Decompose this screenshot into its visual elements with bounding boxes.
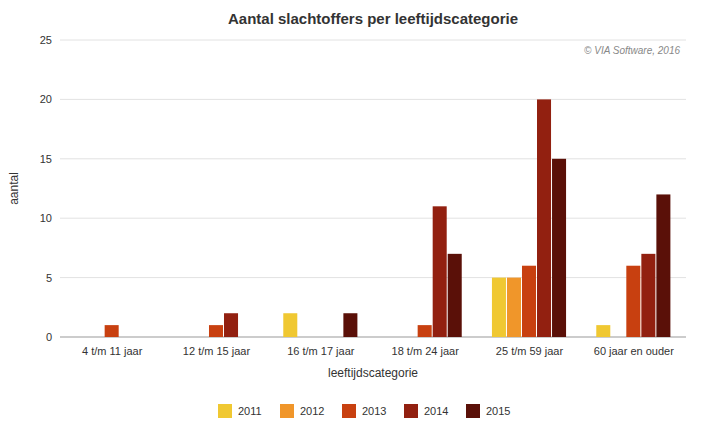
- bar: [507, 278, 521, 337]
- x-tick-label: 18 t/m 24 jaar: [392, 345, 460, 357]
- bar: [194, 337, 208, 338]
- bar: [552, 159, 566, 337]
- bar: [283, 313, 297, 337]
- bar: [209, 325, 223, 337]
- bar: [224, 313, 238, 337]
- grid-line: [60, 337, 686, 338]
- bar: [105, 325, 119, 337]
- y-tick-label: 10: [40, 212, 52, 224]
- bar: [641, 254, 655, 337]
- grid: [60, 40, 686, 337]
- legend-label: 2012: [300, 405, 324, 417]
- legend-swatch: [466, 404, 480, 418]
- y-tick-label: 0: [46, 331, 52, 343]
- bar: [135, 337, 149, 338]
- y-tick-label: 20: [40, 93, 52, 105]
- bar: [403, 337, 417, 338]
- chart: Aantal slachtoffers per leeftijdscategor…: [0, 0, 702, 433]
- bar: [611, 337, 625, 338]
- bar: [626, 266, 640, 337]
- x-tick-label: 12 t/m 15 jaar: [183, 345, 251, 357]
- bar: [448, 254, 462, 337]
- legend-label: 2011: [238, 405, 262, 417]
- legend-label: 2013: [362, 405, 386, 417]
- legend-swatch: [218, 404, 232, 418]
- legend: 2011 2012 2013 2014 2015: [218, 404, 510, 418]
- grid-line: [60, 99, 686, 100]
- grid-line: [60, 218, 686, 219]
- legend-swatch: [404, 404, 418, 418]
- bar: [313, 337, 327, 338]
- bars: [105, 99, 671, 337]
- y-tick-label: 25: [40, 34, 52, 46]
- bar: [596, 325, 610, 337]
- bar: [239, 337, 253, 338]
- bar: [433, 206, 447, 337]
- watermark: © VIA Software, 2016: [584, 45, 680, 56]
- bar: [522, 266, 536, 337]
- bar: [328, 337, 342, 338]
- x-tick-label: 60 jaar en ouder: [594, 345, 674, 357]
- legend-label: 2015: [486, 405, 510, 417]
- bar: [179, 337, 193, 338]
- title: Aantal slachtoffers per leeftijdscategor…: [228, 10, 518, 27]
- bar: [656, 194, 670, 337]
- bar: [120, 337, 134, 338]
- grid-line: [60, 40, 686, 41]
- grid-line: [60, 158, 686, 159]
- x-axis-label: leeftijdscategorie: [328, 366, 418, 380]
- legend-label: 2014: [424, 405, 448, 417]
- bar: [75, 337, 89, 338]
- bar: [90, 337, 104, 338]
- x-tick-label: 25 t/m 59 jaar: [496, 345, 564, 357]
- bar: [492, 278, 506, 337]
- bar: [298, 337, 312, 338]
- y-tick-label: 15: [40, 153, 52, 165]
- y-axis-label: aantal: [7, 172, 21, 205]
- x-tick-label: 16 t/m 17 jaar: [287, 345, 355, 357]
- bar: [537, 99, 551, 337]
- grid-line: [60, 277, 686, 278]
- bar: [418, 325, 432, 337]
- y-tick-label: 5: [46, 272, 52, 284]
- x-tick-label: 4 t/m 11 jaar: [82, 345, 143, 357]
- bar: [388, 337, 402, 338]
- legend-swatch: [280, 404, 294, 418]
- legend-swatch: [342, 404, 356, 418]
- bar: [343, 313, 357, 337]
